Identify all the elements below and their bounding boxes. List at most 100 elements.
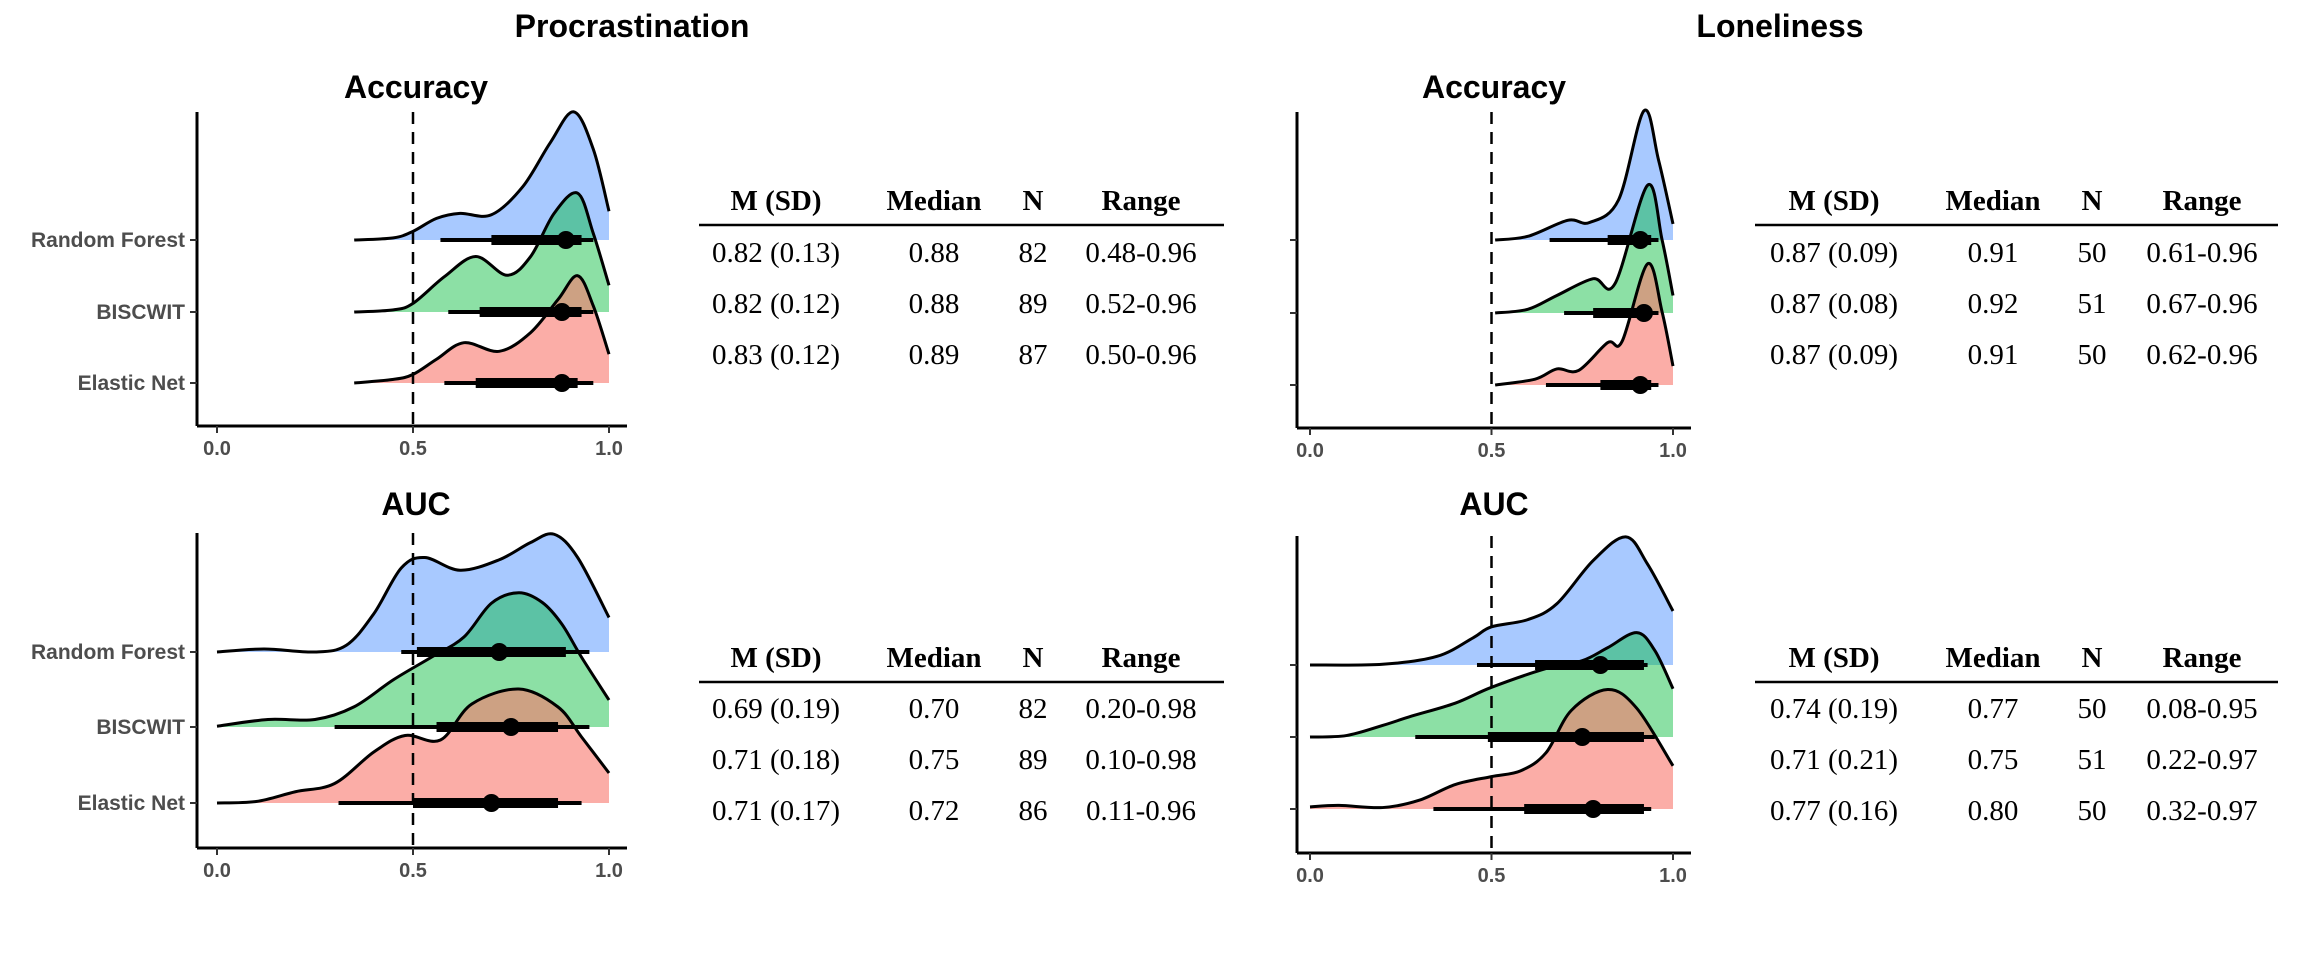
plot-title: AUC xyxy=(1459,486,1528,522)
x-tick-label: 1.0 xyxy=(1659,865,1687,887)
table-cell: 0.88 xyxy=(909,237,960,269)
table-row: 0.71 (0.17) 0.72 86 0.11-0.96 xyxy=(712,795,1196,827)
x-tick-label: 0.5 xyxy=(1478,440,1506,462)
density-fill-biscwit xyxy=(1495,184,1673,313)
x-tick-label: 0.0 xyxy=(203,438,231,460)
point-elastic-net xyxy=(1631,376,1650,394)
density-fill-elastic-net xyxy=(217,688,609,803)
table-header: N xyxy=(2082,642,2103,674)
y-tick-label: Elastic Net xyxy=(78,372,185,395)
table-cell: 0.77 xyxy=(1968,693,2019,725)
y-tick-label: Random Forest xyxy=(31,641,185,664)
table-cell: 0.89 xyxy=(909,339,960,371)
table-header: Median xyxy=(1945,642,2040,674)
table-cell: 0.22-0.97 xyxy=(2146,744,2257,776)
table-cell: 0.91 xyxy=(1968,339,2019,371)
density-fill-elastic-net xyxy=(1495,263,1673,385)
density-fill-random-forest xyxy=(1495,109,1673,240)
table-header: M (SD) xyxy=(730,642,821,674)
table-cell: 0.71 (0.17) xyxy=(712,795,840,827)
plot-title: Accuracy xyxy=(344,69,488,105)
point-elastic-net xyxy=(552,374,571,392)
table-header: Median xyxy=(886,185,981,217)
table-cell: 89 xyxy=(1019,744,1048,776)
table-cell: 0.62-0.96 xyxy=(2146,339,2257,371)
y-tick-label: Random Forest xyxy=(31,229,185,252)
table-header: N xyxy=(1023,642,1044,674)
point-biscwit xyxy=(1634,304,1653,322)
table-row: 0.87 (0.08) 0.92 51 0.67-0.96 xyxy=(1770,288,2258,320)
table-cell: 0.77 (0.16) xyxy=(1770,795,1898,827)
table-header: N xyxy=(1023,185,1044,217)
table-cell: 0.71 (0.21) xyxy=(1770,744,1898,776)
point-random-forest xyxy=(490,643,509,661)
summary-table: M (SD) Median N Range 0.82 (0.13) 0.88 82 0.48-… xyxy=(699,185,1224,371)
table-header: Range xyxy=(2163,185,2242,217)
table-row: 0.71 (0.21) 0.75 51 0.22-0.97 xyxy=(1770,744,2258,776)
ridgeline-plot-procrastination-accuracy: Accuracy Random Forest BISCWIT Elastic Net 0… xyxy=(31,69,627,460)
table-cell: 0.88 xyxy=(909,288,960,320)
density-outline-random-forest xyxy=(1309,535,1675,667)
x-tick-label: 0.0 xyxy=(1296,865,1324,887)
table-cell: 0.32-0.97 xyxy=(2146,795,2257,827)
summary-table: M (SD) Median N Range 0.74 (0.19) 0.77 50 0.08-… xyxy=(1755,642,2278,827)
panel-title-procrastination: Procrastination xyxy=(515,8,750,44)
table-header: Median xyxy=(1945,185,2040,217)
table-cell: 0.72 xyxy=(909,795,960,827)
table-row: 0.71 (0.18) 0.75 89 0.10-0.98 xyxy=(712,744,1197,776)
density-fill-random-forest xyxy=(354,111,609,240)
table-row: 0.74 (0.19) 0.77 50 0.08-0.95 xyxy=(1770,693,2258,725)
density-outline-biscwit xyxy=(1494,183,1675,315)
tables: M (SD) Median N Range 0.82 (0.13) 0.88 82 0.48-… xyxy=(699,185,2278,827)
table-cell: 87 xyxy=(1019,339,1048,371)
table-cell: 0.82 (0.13) xyxy=(712,237,840,269)
y-tick-label: Elastic Net xyxy=(78,792,185,815)
density-outline-elastic-net xyxy=(354,274,611,385)
table-cell: 0.82 (0.12) xyxy=(712,288,840,320)
table-cell: 0.87 (0.09) xyxy=(1770,339,1898,371)
table-cell: 0.69 (0.19) xyxy=(712,693,840,725)
table-cell: 0.52-0.96 xyxy=(1085,288,1196,320)
point-random-forest xyxy=(1591,656,1610,674)
density-fill-biscwit xyxy=(354,192,609,312)
table-cell: 0.48-0.96 xyxy=(1085,237,1196,269)
panel-title-loneliness: Loneliness xyxy=(1696,8,1863,44)
point-elastic-net xyxy=(1584,800,1603,818)
table-row: 0.83 (0.12) 0.89 87 0.50-0.96 xyxy=(712,339,1197,371)
table-cell: 50 xyxy=(2078,795,2107,827)
density-fill-random-forest xyxy=(217,533,609,653)
table-header: M (SD) xyxy=(730,185,821,217)
table-cell: 0.74 (0.19) xyxy=(1770,693,1898,725)
density-outline-biscwit xyxy=(354,191,611,314)
point-biscwit xyxy=(1573,728,1592,746)
density-fill-elastic-net xyxy=(1310,689,1673,809)
plots: Accuracy Random Forest BISCWIT Elastic Net 0… xyxy=(31,69,1691,887)
table-cell: 0.75 xyxy=(909,744,960,776)
table-header: M (SD) xyxy=(1788,185,1879,217)
table-cell: 0.92 xyxy=(1968,288,2019,320)
table-cell: 0.80 xyxy=(1968,795,2019,827)
table-cell: 82 xyxy=(1019,693,1048,725)
density-outline-random-forest xyxy=(1494,108,1675,242)
table-header: Range xyxy=(1102,185,1181,217)
table-cell: 82 xyxy=(1019,237,1048,269)
point-random-forest xyxy=(1631,231,1650,249)
x-tick-label: 1.0 xyxy=(595,438,623,460)
density-outline-biscwit xyxy=(1309,631,1675,739)
table-cell: 0.87 (0.08) xyxy=(1770,288,1898,320)
table-cell: 0.20-0.98 xyxy=(1085,693,1196,725)
table-cell: 0.75 xyxy=(1968,744,2019,776)
table-row: 0.87 (0.09) 0.91 50 0.61-0.96 xyxy=(1770,237,2258,269)
summary-table: M (SD) Median N Range 0.87 (0.09) 0.91 50 0.61-… xyxy=(1755,185,2278,371)
x-tick-label: 1.0 xyxy=(595,860,623,882)
x-tick-label: 0.5 xyxy=(1478,865,1506,887)
table-header: Median xyxy=(886,642,981,674)
point-biscwit xyxy=(502,718,520,736)
table-cell: 0.11-0.96 xyxy=(1086,795,1196,827)
table-row: 0.87 (0.09) 0.91 50 0.62-0.96 xyxy=(1770,339,2258,371)
table-cell: 0.08-0.95 xyxy=(2146,693,2257,725)
table-header: Range xyxy=(1102,642,1181,674)
table-cell: 0.71 (0.18) xyxy=(712,744,840,776)
x-tick-label: 0.0 xyxy=(203,860,231,882)
